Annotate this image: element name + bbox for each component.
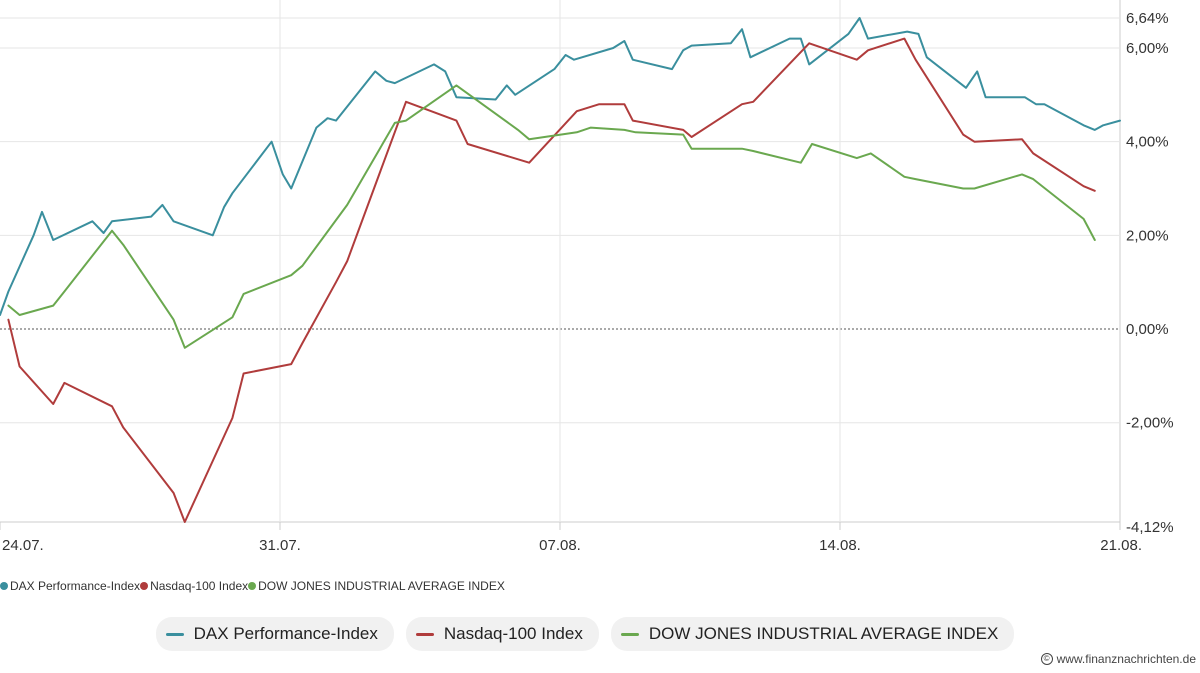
series-line-0 <box>0 17 1121 316</box>
y-tick-label: 6,00% <box>1126 40 1169 57</box>
compact-legend-item-nasdaq: Nasdaq-100 Index <box>140 579 248 593</box>
dax-line-icon <box>165 632 184 636</box>
legend-label: Nasdaq-100 Index <box>443 624 583 643</box>
y-min-label: -4,12% <box>1126 519 1174 536</box>
dow-line-icon <box>620 632 639 636</box>
x-tick-label: 31.07. <box>259 537 301 554</box>
x-axis: 24.07. 31.07. 07.08. 14.08. 21.08. <box>0 522 1142 554</box>
y-max-label: 6,64% <box>1126 10 1169 27</box>
compact-legend-label: DAX Performance-Index <box>10 579 141 593</box>
compact-legend: DAX Performance-Index Nasdaq-100 Index D… <box>0 579 505 593</box>
y-axis: -2,00% 0,00% 2,00% 4,00% 6,00% 6,64% -4,12% <box>1126 10 1174 536</box>
y-tick-label: 0,00% <box>1126 321 1169 338</box>
copyright-icon: © <box>1040 653 1053 665</box>
y-tick-label: -2,00% <box>1126 415 1174 432</box>
legend-toggle-nasdaq[interactable]: Nasdaq-100 Index <box>405 617 599 651</box>
nasdaq-dot-icon <box>140 582 149 590</box>
chart-grid <box>0 0 1121 523</box>
compact-legend-item-dax: DAX Performance-Index <box>0 579 140 593</box>
line-chart: -2,00% 0,00% 2,00% 4,00% 6,00% 6,64% -4,12% 24… <box>0 0 1174 554</box>
x-tick-label: 21.08. <box>1100 537 1142 554</box>
y-tick-label: 4,00% <box>1126 134 1169 151</box>
nasdaq-line-icon <box>415 632 434 636</box>
compact-legend-item-dow: DOW JONES INDUSTRIAL AVERAGE INDEX <box>248 579 505 593</box>
series-legend: DAX Performance-Index Nasdaq-100 Index D… <box>0 617 1170 651</box>
watermark-text: www.finanznachrichten.de <box>1056 652 1196 666</box>
compact-legend-label: Nasdaq-100 Index <box>150 579 249 593</box>
x-tick-label: 24.07. <box>2 537 44 554</box>
series-line-2 <box>7 84 1096 349</box>
dow-dot-icon <box>248 582 257 590</box>
legend-toggle-dow[interactable]: DOW JONES INDUSTRIAL AVERAGE INDEX <box>610 617 1015 651</box>
legend-toggle-dax[interactable]: DAX Performance-Index <box>155 617 394 651</box>
legend-label: DAX Performance-Index <box>193 624 378 643</box>
y-tick-label: 2,00% <box>1126 227 1169 244</box>
x-tick-label: 07.08. <box>539 537 581 554</box>
legend-label: DOW JONES INDUSTRIAL AVERAGE INDEX <box>648 624 999 643</box>
watermark: © www.finanznachrichten.de <box>1040 652 1196 666</box>
series-line-1 <box>7 37 1096 523</box>
x-tick-label: 14.08. <box>819 537 861 554</box>
chart-series <box>0 17 1121 523</box>
compact-legend-label: DOW JONES INDUSTRIAL AVERAGE INDEX <box>258 579 505 593</box>
dax-dot-icon <box>0 582 8 590</box>
